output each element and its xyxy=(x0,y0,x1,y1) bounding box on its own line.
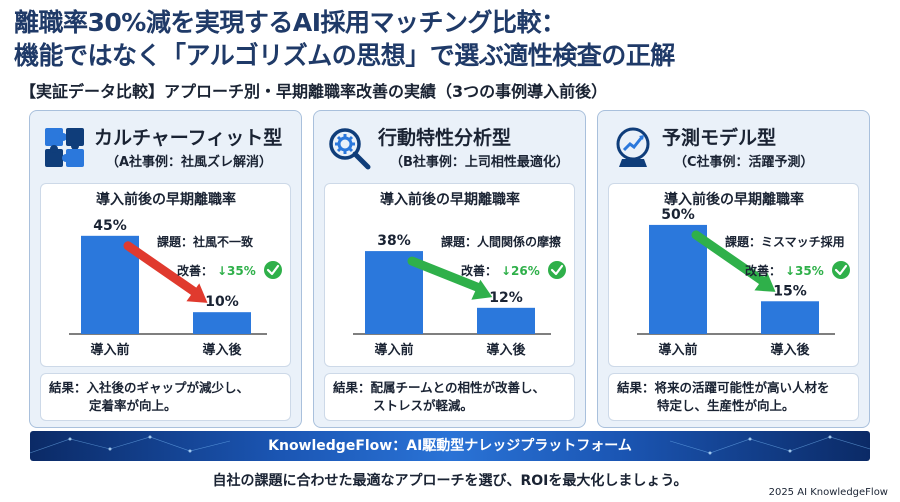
title-block: 離職率30%減を実現するAI採用マッチング比較： 機能ではなく「アルゴリズムの思… xyxy=(14,6,886,72)
decrease-arrow-head xyxy=(754,272,776,292)
chart-title: 導入前後の早期離職率 xyxy=(380,191,520,208)
improvement-label: 改善： xyxy=(745,263,781,278)
chart-panel: 導入前後の早期離職率 45% 導入前 10% 導入後 課題：社風不一致改善： ↓35% xyxy=(40,183,291,367)
check-mark xyxy=(834,264,848,276)
data-label: 12% xyxy=(489,290,523,306)
banner-text: KnowledgeFlow：AI駆動型ナレッジプラットフォーム xyxy=(268,438,632,454)
crystal-ball-icon xyxy=(616,127,650,167)
page-title-line1: 離職率30%減を実現するAI採用マッチング比較： xyxy=(14,8,566,37)
card-title: 行動特性分析型 xyxy=(378,127,512,149)
decrease-arrow-head xyxy=(186,283,208,303)
check-icon xyxy=(548,261,566,279)
x-tick-label: 導入前 xyxy=(374,342,413,358)
x-tick-label: 導入前 xyxy=(658,342,697,358)
card-header: カルチャーフィット型 （A社事例：社風ズレ解消） xyxy=(30,121,301,181)
data-label: 38% xyxy=(377,233,411,249)
card-case: （A社事例：社風ズレ解消） xyxy=(106,155,273,170)
x-tick-label: 導入後 xyxy=(770,342,810,358)
data-label: 10% xyxy=(205,294,239,310)
bar-before xyxy=(649,224,707,334)
issue-label: 課題：人間関係の摩擦 xyxy=(441,234,561,249)
result-box: 結果：入社後のギャップが減少し、 定着率が向上。 xyxy=(40,373,291,421)
decrease-arrow-shaft xyxy=(691,230,768,286)
result-line2: 定着率が向上。 xyxy=(89,398,177,413)
improvement-value: ↓35% xyxy=(217,264,256,278)
chart-panel: 導入前後の早期離職率 38% 導入前 12% 導入後 課題：人間関係の摩擦改善： ↓26% xyxy=(324,183,575,367)
chart-panel: 導入前後の早期離職率 50% 導入前 15% 導入後 課題：ミスマッチ採用改善： ↓35% xyxy=(608,183,859,367)
card-case: （B社事例：上司相性最適化） xyxy=(390,155,569,170)
page-subtitle: 【実証データ比較】アプローチ別・早期離職率改善の実績（3つの事例導入前後） xyxy=(20,82,608,101)
data-label: 45% xyxy=(93,218,127,234)
knowledgeflow-banner: KnowledgeFlow：AI駆動型ナレッジプラットフォーム xyxy=(30,431,870,461)
check-mark xyxy=(266,264,280,276)
decrease-arrow-shaft xyxy=(407,256,484,293)
banner-network-decoration xyxy=(30,435,870,455)
chart-title: 導入前後の早期離職率 xyxy=(96,191,236,208)
card-title: 予測モデル型 xyxy=(662,127,777,149)
check-icon xyxy=(264,261,282,279)
card-header: 予測モデル型 （C社事例：活躍予測） xyxy=(598,121,869,181)
copyright: 2025 AI KnowledgeFlow xyxy=(768,487,888,498)
check-icon xyxy=(832,261,850,279)
bar-after xyxy=(761,301,819,334)
x-tick-label: 導入前 xyxy=(90,342,129,358)
issue-label: 課題：社風不一致 xyxy=(157,234,254,249)
result-line2: ストレスが軽減。 xyxy=(373,398,474,413)
gear-magnifier-icon xyxy=(329,128,371,170)
result-box: 結果：将来の活躍可能性が高い人材を 特定し、生産性が向上。 xyxy=(608,373,859,421)
card-case: （C社事例：活躍予測） xyxy=(674,155,814,170)
decrease-arrow-shaft xyxy=(123,241,200,297)
improvement-label: 改善： xyxy=(177,263,213,278)
card-culture-fit: カルチャーフィット型 （A社事例：社風ズレ解消） 導入前後の早期離職率 45% 導入… xyxy=(29,110,302,428)
decrease-arrow-head xyxy=(471,279,493,300)
check-mark xyxy=(550,264,564,276)
result-line1: 結果：配属チームとの相性が改善し、 xyxy=(333,380,546,395)
card-prediction-model: 予測モデル型 （C社事例：活躍予測） 導入前後の早期離職率 50% 導入前 15% 導入… xyxy=(597,110,870,428)
card-header: 行動特性分析型 （B社事例：上司相性最適化） xyxy=(314,121,585,181)
data-label: 50% xyxy=(661,207,695,223)
page-title-line2: 機能ではなく「アルゴリズムの思想」で選ぶ適性検査の正解 xyxy=(14,41,675,70)
result-line2: 特定し、生産性が向上。 xyxy=(657,398,795,413)
x-tick-label: 導入後 xyxy=(202,342,242,358)
chart-title: 導入前後の早期離職率 xyxy=(664,191,804,208)
result-line1: 結果：入社後のギャップが減少し、 xyxy=(49,380,250,395)
improvement-label: 改善： xyxy=(461,263,497,278)
improvement-value: ↓26% xyxy=(501,264,540,278)
data-label: 15% xyxy=(773,283,807,299)
card-title: カルチャーフィット型 xyxy=(94,127,283,149)
improvement-value: ↓35% xyxy=(785,264,824,278)
result-box: 結果：配属チームとの相性が改善し、 ストレスが軽減。 xyxy=(324,373,575,421)
bar-after xyxy=(477,307,535,334)
result-line1: 結果：将来の活躍可能性が高い人材を xyxy=(617,380,830,395)
card-behavior-analysis: 行動特性分析型 （B社事例：上司相性最適化） 導入前後の早期離職率 38% 導入前 1… xyxy=(313,110,586,428)
bar-after xyxy=(193,312,251,334)
issue-label: 課題：ミスマッチ採用 xyxy=(725,234,845,249)
footer-message: 自社の課題に合わせた最適なアプローチを選び、ROIを最大化しましょう。 xyxy=(212,473,688,489)
puzzle-icon xyxy=(45,128,84,167)
x-tick-label: 導入後 xyxy=(486,342,526,358)
